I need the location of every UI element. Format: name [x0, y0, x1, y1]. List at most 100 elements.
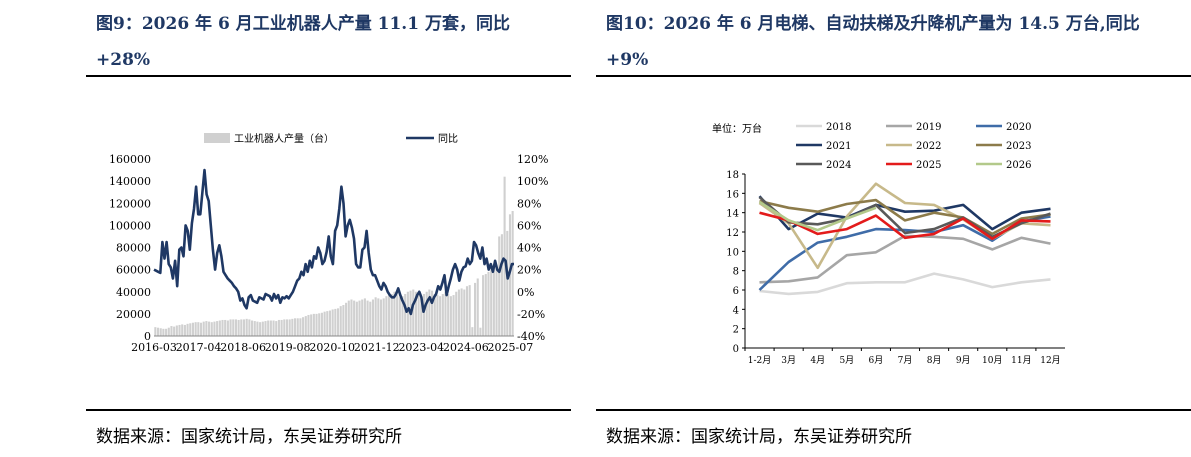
production-bar — [353, 300, 356, 336]
series-line-2019 — [759, 234, 1051, 284]
production-bar — [495, 265, 498, 336]
top-rule — [596, 75, 1191, 77]
legend-line-label: 同比 — [438, 133, 458, 145]
series-line-2023 — [759, 198, 1051, 236]
y-tick-label: 16 — [726, 189, 739, 200]
y-left-tick-label: 40000 — [116, 286, 151, 299]
production-bar — [406, 291, 409, 336]
production-bar — [358, 300, 361, 336]
legend-label-2026: 2026 — [1006, 160, 1031, 171]
production-bar — [307, 314, 310, 336]
production-bar — [277, 319, 280, 336]
production-bar — [304, 316, 307, 336]
production-bar — [256, 321, 259, 336]
production-bar — [339, 306, 342, 336]
legend-bar-label: 工业机器人产量（台） — [234, 132, 334, 145]
left-chart-title: 图9：2026 年 6 月工业机器人产量 11.1 万套，同比 +28% — [96, 14, 510, 70]
production-bar — [213, 321, 216, 336]
left-source-note: 数据来源：国家统计局，东吴证券研究所 — [96, 427, 402, 447]
x-tick-label: 12月 — [1040, 355, 1060, 366]
series-line-2026 — [758, 200, 877, 232]
y-right-tick-label: 100% — [517, 175, 548, 188]
x-tick-label: 9月 — [956, 355, 971, 366]
production-bar — [224, 319, 227, 336]
production-bar — [382, 298, 385, 336]
legend-label-2020: 2020 — [1006, 122, 1031, 133]
production-bar — [342, 305, 345, 336]
right-chart-title: 图10：2026 年 6 月电梯、自动扶梯及升降机产量为 14.5 万台,同比 … — [606, 14, 1140, 70]
production-bar — [323, 311, 326, 336]
production-bar — [350, 299, 353, 336]
production-bar — [154, 327, 157, 336]
production-bar — [234, 319, 237, 336]
x-tick-label: 2023-04 — [398, 341, 444, 354]
robot-production-chart: 工业机器人产量（台） 同比 0 20000 40000 60000 80000 100000 1… — [109, 132, 548, 354]
production-bar — [436, 295, 439, 336]
x-tick-label: 2020-10 — [309, 341, 355, 354]
production-bar — [371, 299, 375, 336]
legend-label-2018: 2018 — [826, 122, 851, 133]
production-bar — [417, 293, 420, 336]
production-bar — [500, 234, 503, 336]
production-bar — [218, 320, 221, 336]
production-bar — [197, 322, 200, 336]
production-bar — [366, 300, 369, 336]
top-rule — [86, 75, 571, 77]
y-right-tick-label: 20% — [517, 264, 541, 277]
legend-label-2025: 2025 — [916, 160, 941, 171]
x-tick-label: 6月 — [869, 355, 884, 366]
y-left-tick-label: 140000 — [109, 175, 151, 188]
production-bar — [299, 318, 302, 336]
production-bar — [441, 293, 444, 336]
x-tick-label: 1-2月 — [748, 355, 772, 366]
production-bar — [487, 271, 490, 336]
production-bar — [336, 308, 340, 336]
series-line-2025 — [759, 211, 1051, 241]
y-tick-label: 10 — [726, 247, 739, 258]
x-tick-label: 2024-06 — [443, 341, 489, 354]
production-bar — [237, 319, 240, 336]
production-bar — [447, 293, 450, 336]
production-bar — [463, 289, 466, 336]
production-bar — [194, 322, 197, 336]
production-bar — [186, 323, 189, 336]
production-bar — [511, 210, 514, 336]
production-bar — [457, 289, 460, 336]
production-bar — [452, 295, 455, 336]
production-bar — [460, 288, 463, 336]
production-bar — [288, 319, 291, 336]
y-left-tick-label: 160000 — [109, 153, 151, 166]
production-bar — [293, 318, 297, 336]
production-bar — [473, 282, 477, 336]
production-bar — [202, 321, 205, 336]
production-bar — [444, 291, 447, 336]
y-right-tick-label: 120% — [517, 153, 548, 166]
series-line-2021 — [758, 195, 1051, 231]
x-tick-label: 11月 — [1011, 355, 1031, 366]
production-bar — [334, 308, 337, 336]
production-bar — [482, 275, 485, 336]
production-bar — [275, 321, 278, 336]
production-bar — [162, 328, 165, 336]
production-bar — [476, 278, 479, 336]
production-bar — [465, 286, 469, 336]
y-left-tick-label: 20000 — [116, 308, 151, 321]
production-bar — [248, 319, 251, 336]
production-bar — [345, 302, 348, 336]
production-bar — [159, 328, 162, 336]
production-bar — [291, 318, 294, 336]
legend-label-2022: 2022 — [916, 141, 941, 152]
y-left-tick-label: 80000 — [116, 242, 151, 255]
y-left-tick-label: 60000 — [116, 264, 151, 277]
production-bar — [412, 289, 415, 336]
production-bar — [251, 320, 254, 336]
y-tick-label: 12 — [726, 228, 739, 239]
production-bar — [191, 322, 195, 336]
production-bar — [253, 321, 256, 336]
production-bar — [385, 296, 388, 336]
production-bar — [229, 319, 232, 336]
y-right-tick-label: 0% — [517, 286, 534, 299]
production-bar — [388, 295, 391, 336]
production-bar — [167, 327, 170, 336]
production-bar — [221, 319, 224, 336]
